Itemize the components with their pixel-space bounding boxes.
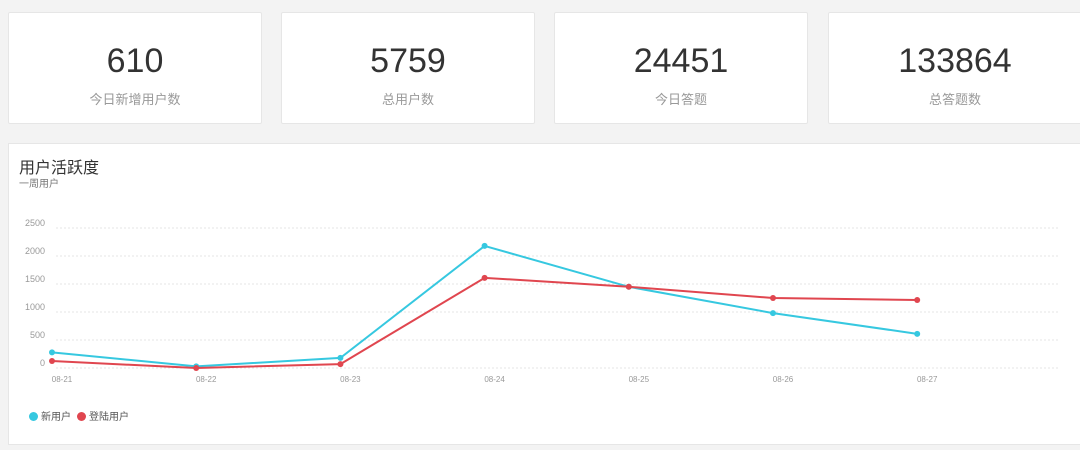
x-tick-label: 08-25 (629, 375, 650, 384)
data-point (770, 310, 776, 317)
data-point (481, 242, 488, 249)
stat-label: 今日新增用户数 (89, 92, 181, 107)
data-point (337, 354, 344, 361)
data-point (770, 295, 776, 301)
x-tick-label: 08-26 (773, 375, 794, 384)
data-point (481, 274, 488, 281)
stat-value: 133864 (898, 42, 1012, 80)
chart-subtitle: 一周用户 (19, 179, 59, 190)
y-tick-label: 2500 (25, 218, 45, 228)
line-chart: 0 500 1000 1500 2000 2500 08-21 08-22 08-23 08-24… (25, 218, 1059, 384)
x-tick-label: 08-24 (484, 375, 505, 384)
chart-title: 用户活跃度 (19, 160, 100, 177)
stat-value: 610 (106, 42, 164, 80)
y-tick-label: 500 (30, 330, 45, 340)
data-point (625, 283, 632, 290)
y-tick-label: 0 (40, 358, 45, 368)
y-tick-label: 1000 (25, 302, 45, 312)
y-tick-label: 2000 (25, 246, 45, 256)
stat-value: 24451 (633, 42, 729, 80)
data-point (49, 358, 55, 364)
legend-dot-icon (29, 412, 38, 421)
series-line-1 (51, 276, 918, 370)
data-point (49, 349, 55, 356)
stat-card: 133864 总答题数 (828, 12, 1080, 124)
legend-item-new-users[interactable]: 新用户 (29, 408, 71, 423)
stat-card: 5759 总用户数 (281, 12, 535, 124)
stat-label: 今日答题 (654, 92, 707, 107)
y-tick-label: 1500 (25, 274, 45, 284)
data-point (914, 330, 921, 337)
stat-card: 24451 今日答题 (554, 12, 808, 124)
stat-label: 总用户数 (381, 92, 434, 107)
stat-card: 610 今日新增用户数 (8, 12, 262, 124)
series-line-0 (51, 244, 918, 368)
data-point (337, 361, 344, 368)
x-tick-label: 08-21 (52, 375, 73, 384)
data-point (914, 296, 921, 303)
activity-panel: 用户活跃度 一周用户 0 500 1000 1500 2000 2500 08-21 08-2… (8, 143, 1080, 445)
x-tick-label: 08-22 (196, 375, 217, 384)
stat-label: 总答题数 (928, 92, 981, 107)
legend: 新用户 登陆用户 (29, 408, 129, 423)
x-tick-label: 08-23 (340, 375, 361, 384)
data-point (193, 365, 200, 371)
legend-item-login-users[interactable]: 登陆用户 (77, 408, 129, 423)
legend-dot-icon (77, 412, 86, 421)
stat-value: 5759 (370, 42, 446, 80)
x-tick-label: 08-27 (917, 375, 938, 384)
